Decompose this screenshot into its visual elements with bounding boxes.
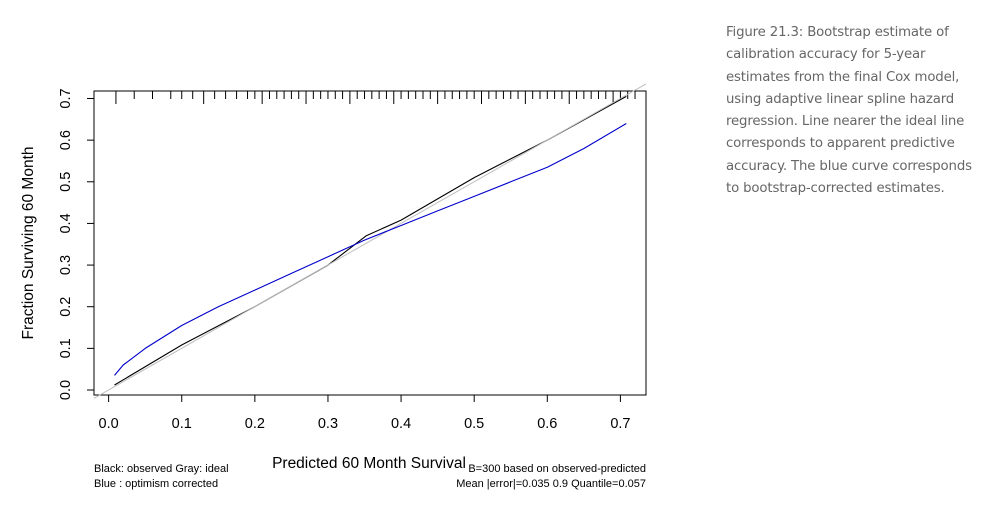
y-tick-label: 0.6	[58, 130, 74, 150]
x-tick-label: 0.1	[172, 416, 192, 432]
series-line-ideal	[93, 83, 647, 399]
legend-line-2: Blue : optimism corrected	[94, 478, 218, 490]
stats-line-1: B=300 based on observed-predicted	[468, 463, 646, 475]
x-tick-label: 0.6	[537, 416, 557, 432]
x-axis-label: Predicted 60 Month Survival	[272, 455, 466, 472]
stats-line-2: Mean |error|=0.035 0.9 Quantile=0.057	[456, 478, 646, 490]
x-tick-label: 0.2	[245, 416, 265, 432]
series-line-observed	[114, 95, 627, 386]
rug-ticks	[115, 91, 636, 104]
y-tick-label: 0.2	[58, 297, 74, 317]
y-axis-label: Fraction Surviving 60 Month	[20, 147, 37, 340]
legend-line-1: Black: observed Gray: ideal	[94, 463, 229, 475]
y-tick-label: 0.7	[58, 88, 74, 108]
y-tick-label: 0.5	[58, 172, 74, 192]
x-axis: 0.0 0.1 0.2 0.3 0.4 0.5 0.6 0.7	[99, 395, 630, 432]
y-tick-label: 0.4	[58, 213, 74, 233]
y-tick-label: 0.1	[58, 338, 74, 358]
series-line-optimism-corrected	[114, 123, 627, 376]
y-axis: 0.0 0.1 0.2 0.3 0.4 0.5 0.6 0.7	[58, 88, 94, 400]
plot-frame	[93, 90, 647, 396]
x-tick-label: 0.0	[99, 416, 119, 432]
x-tick-label: 0.5	[464, 416, 484, 432]
y-tick-label: 0.3	[58, 255, 74, 275]
x-tick-label: 0.3	[318, 416, 338, 432]
series-lines	[93, 83, 647, 399]
figure-caption: Figure 21.3: Bootstrap estimate of calib…	[726, 25, 972, 197]
y-tick-label: 0.0	[58, 380, 74, 400]
x-tick-label: 0.7	[610, 416, 630, 432]
x-tick-label: 0.4	[391, 416, 411, 432]
